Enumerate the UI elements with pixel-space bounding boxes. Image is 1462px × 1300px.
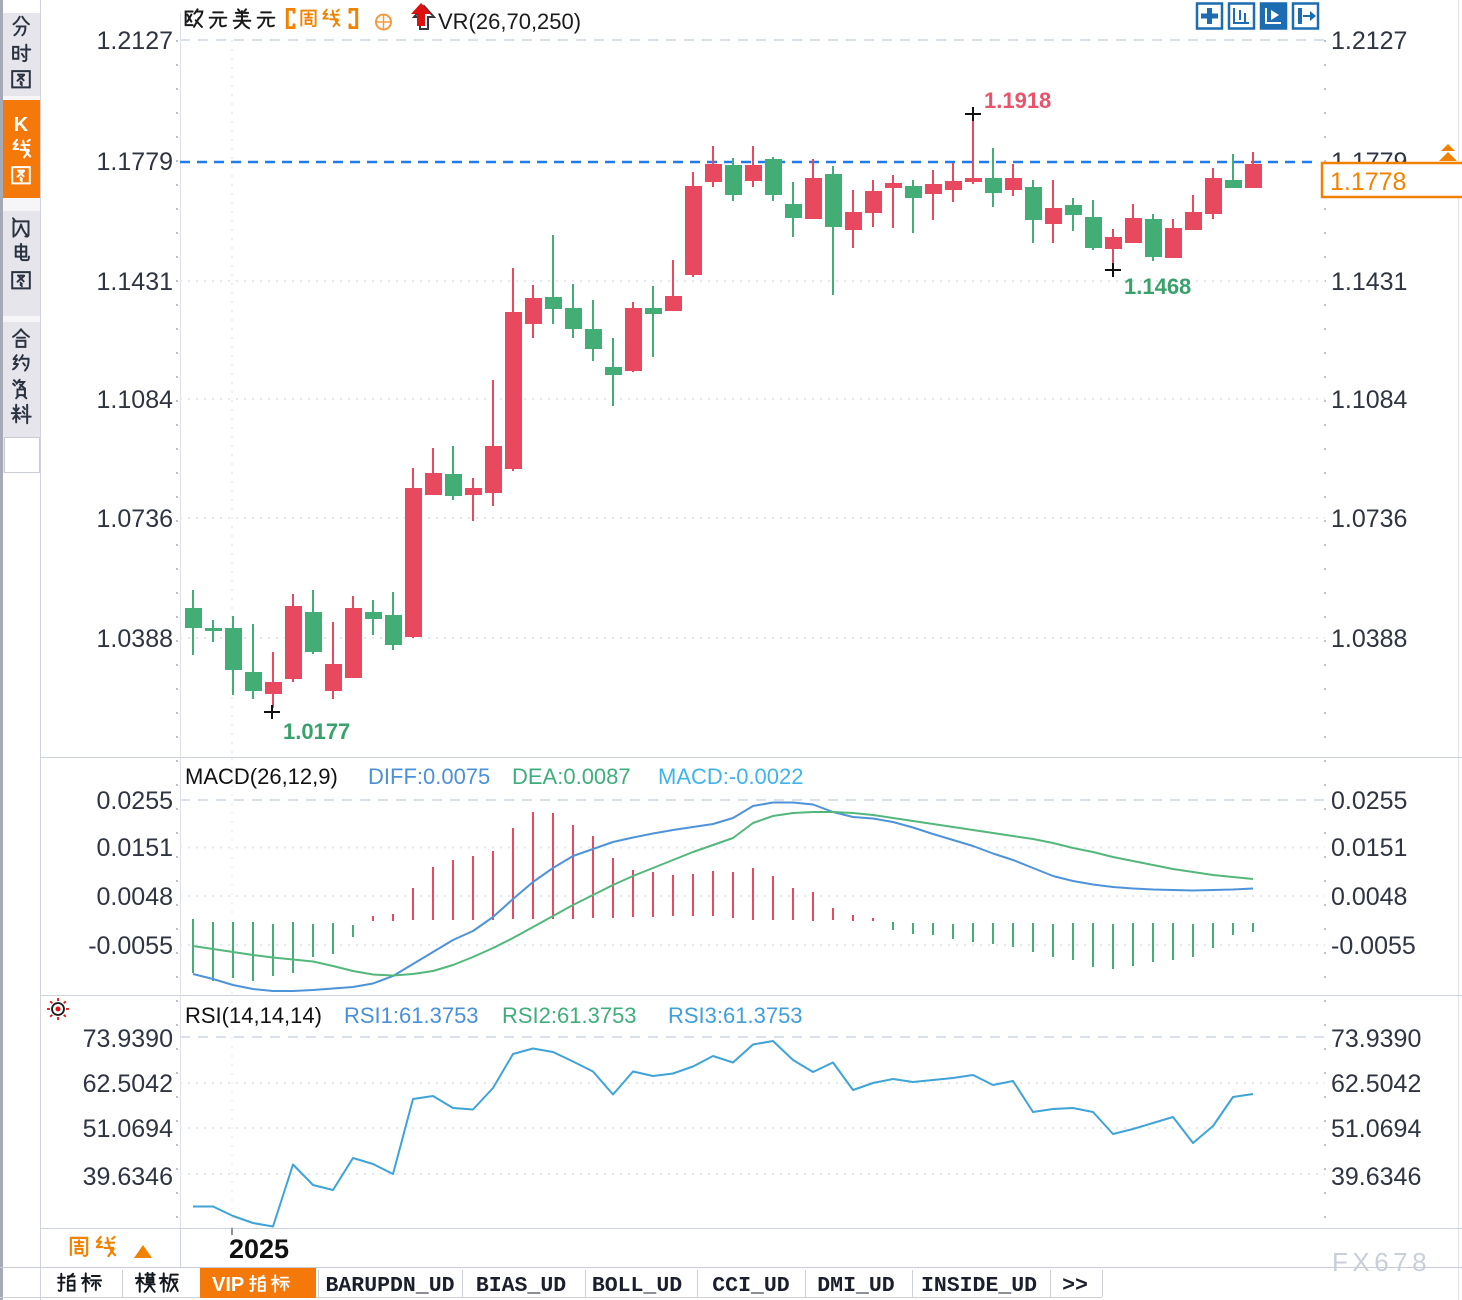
svg-text:DIFF:0.0075: DIFF:0.0075	[368, 764, 490, 789]
svg-text:2025: 2025	[229, 1234, 289, 1264]
svg-text:1.1084: 1.1084	[97, 386, 174, 414]
svg-text:0.0048: 0.0048	[97, 883, 173, 911]
svg-text:RSI3:61.3753: RSI3:61.3753	[668, 1003, 803, 1028]
svg-text:73.9390: 73.9390	[83, 1025, 173, 1053]
svg-text:0.0255: 0.0255	[1331, 787, 1407, 815]
svg-text:FX678: FX678	[1332, 1247, 1431, 1277]
svg-text:RSI2:61.3753: RSI2:61.3753	[502, 1003, 637, 1028]
svg-text:39.6346: 39.6346	[1331, 1163, 1421, 1191]
svg-text:1.1468: 1.1468	[1124, 274, 1191, 299]
svg-text:VR(26,70,250): VR(26,70,250)	[438, 9, 581, 34]
svg-text:MACD:-0.0022: MACD:-0.0022	[658, 764, 804, 789]
svg-text:62.5042: 62.5042	[83, 1070, 173, 1098]
svg-text:0.0048: 0.0048	[1331, 883, 1407, 911]
svg-text:BIAS_UD: BIAS_UD	[476, 1274, 566, 1298]
svg-text:1.0388: 1.0388	[97, 625, 173, 653]
svg-text:39.6346: 39.6346	[83, 1163, 173, 1191]
svg-text:CCI_UD: CCI_UD	[712, 1274, 790, 1298]
svg-text:1.1431: 1.1431	[1331, 268, 1407, 296]
svg-text:1.2127: 1.2127	[97, 27, 173, 55]
svg-text:0.0151: 0.0151	[1331, 834, 1407, 862]
svg-text:BOLL_UD: BOLL_UD	[592, 1274, 682, 1298]
svg-text:1.2127: 1.2127	[1331, 27, 1407, 55]
svg-text:VIP: VIP	[212, 1274, 244, 1296]
svg-text:-0.0055: -0.0055	[88, 932, 173, 960]
svg-text:RSI(14,14,14): RSI(14,14,14)	[185, 1003, 322, 1028]
svg-text:1.1918: 1.1918	[984, 88, 1051, 113]
svg-text:INSIDE_UD: INSIDE_UD	[921, 1274, 1037, 1298]
svg-text:1.0177: 1.0177	[283, 719, 350, 744]
svg-text:73.9390: 73.9390	[1331, 1025, 1421, 1053]
svg-text:DEA:0.0087: DEA:0.0087	[512, 764, 631, 789]
svg-text:1.1084: 1.1084	[1331, 386, 1408, 414]
svg-text:62.5042: 62.5042	[1331, 1070, 1421, 1098]
svg-text:1.0388: 1.0388	[1331, 625, 1407, 653]
svg-text:1.1778: 1.1778	[1330, 168, 1406, 196]
svg-text:51.0694: 51.0694	[1331, 1115, 1421, 1143]
svg-text:DMI_UD: DMI_UD	[817, 1274, 895, 1298]
svg-text:0.0255: 0.0255	[97, 787, 173, 815]
svg-text:1.1779: 1.1779	[97, 148, 173, 176]
svg-text:MACD(26,12,9): MACD(26,12,9)	[185, 764, 338, 789]
svg-text:K: K	[14, 114, 29, 136]
svg-text:1.1431: 1.1431	[97, 268, 173, 296]
svg-text:RSI1:61.3753: RSI1:61.3753	[344, 1003, 479, 1028]
svg-text:51.0694: 51.0694	[83, 1115, 173, 1143]
svg-text:BARUPDN_UD: BARUPDN_UD	[325, 1274, 454, 1298]
svg-text:1.0736: 1.0736	[97, 505, 173, 533]
svg-text:>>: >>	[1062, 1274, 1088, 1298]
svg-text:1.0736: 1.0736	[1331, 505, 1407, 533]
svg-text:-0.0055: -0.0055	[1331, 932, 1416, 960]
svg-text:0.0151: 0.0151	[97, 834, 173, 862]
